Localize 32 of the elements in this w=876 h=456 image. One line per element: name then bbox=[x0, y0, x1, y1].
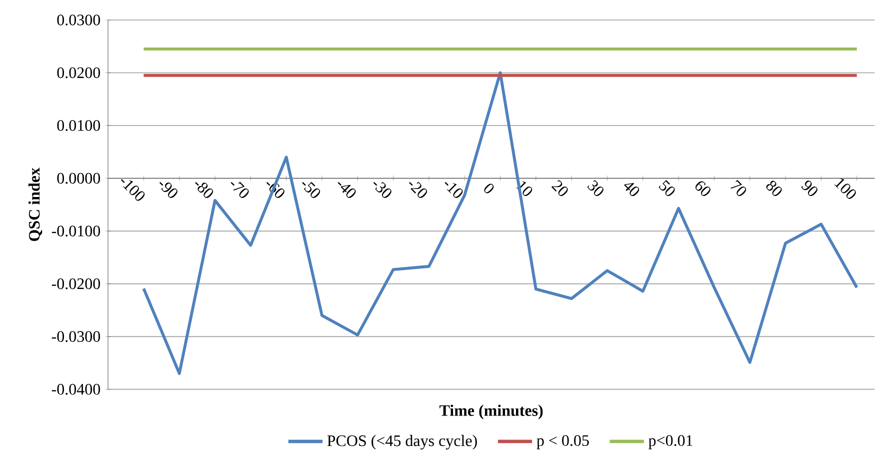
x-tick-label: 100 bbox=[834, 178, 856, 199]
y-tick-label: -0.0100 bbox=[52, 226, 100, 236]
legend-label: p<0.01 bbox=[648, 435, 692, 450]
y-tick-label: -0.0400 bbox=[52, 384, 100, 395]
legend-label: PCOS (<45 days cycle) bbox=[327, 434, 477, 450]
x-tick-label: 50 bbox=[658, 180, 675, 196]
x-tick-label: 90 bbox=[801, 180, 818, 196]
legend-label: p < 0.05 bbox=[536, 435, 589, 450]
x-tick-label: 40 bbox=[624, 182, 640, 196]
y-axis-title: QSC index bbox=[28, 168, 42, 242]
x-tick-label: -70 bbox=[230, 182, 249, 198]
x-tick-label: -30 bbox=[373, 182, 392, 198]
x-tick-label: -80 bbox=[195, 182, 214, 198]
x-tick-label: -10 bbox=[444, 182, 463, 198]
y-tick-label: 0.0200 bbox=[57, 67, 100, 78]
x-tick-label: -100 bbox=[120, 179, 145, 201]
x-tick-label: 70 bbox=[730, 180, 746, 196]
x-tick-label: -40 bbox=[338, 182, 356, 198]
y-tick-label: 0.0100 bbox=[57, 120, 100, 131]
x-tick-label: 60 bbox=[695, 181, 710, 196]
x-tick-label: 30 bbox=[587, 180, 604, 196]
x-axis-title: Time (minutes) bbox=[440, 404, 543, 420]
y-tick-label: -0.0200 bbox=[52, 278, 100, 290]
y-tick-label: 0.0300 bbox=[57, 14, 100, 26]
x-tick-label: 80 bbox=[766, 180, 782, 196]
x-tick-label: 20 bbox=[551, 180, 568, 196]
x-tick-label: -90 bbox=[159, 182, 178, 198]
x-tick-label: -50 bbox=[302, 182, 320, 198]
y-tick-label: 0.0000 bbox=[57, 172, 100, 184]
y-tick-label: -0.0300 bbox=[52, 331, 100, 342]
x-tick-label: 0 bbox=[484, 184, 494, 194]
x-tick-label: -20 bbox=[409, 182, 428, 198]
